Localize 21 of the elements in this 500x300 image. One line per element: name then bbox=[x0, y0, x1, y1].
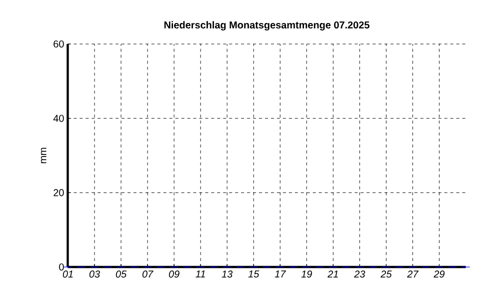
y-tick-label: 40 bbox=[53, 114, 64, 122]
x-tick-label: 03 bbox=[89, 270, 100, 278]
x-tick-label: 11 bbox=[196, 270, 205, 278]
x-tick-label: 15 bbox=[248, 270, 260, 278]
x-tick-label: 25 bbox=[380, 270, 392, 278]
y-tick-label: 0 bbox=[59, 263, 64, 271]
x-tick-label: 05 bbox=[116, 270, 127, 278]
x-tick-label: 01 bbox=[62, 270, 73, 278]
x-tick-label: 07 bbox=[142, 270, 154, 278]
x-tick-label: 21 bbox=[328, 270, 338, 278]
x-tick-label: 13 bbox=[222, 270, 233, 278]
x-tick-label: 23 bbox=[354, 270, 366, 278]
y-tick-label: 60 bbox=[54, 40, 64, 48]
y-tick-label: 20 bbox=[54, 189, 64, 196]
x-tick-label: 29 bbox=[434, 270, 445, 278]
y-axis-title: mm bbox=[40, 148, 46, 164]
x-tick-label: 27 bbox=[407, 270, 419, 278]
x-tick-label: 19 bbox=[301, 270, 312, 278]
chart-title: Niederschlag Monatsgesamtmenge 07.2025 bbox=[164, 21, 370, 31]
x-tick-label: 09 bbox=[168, 270, 180, 278]
x-tick-label: 17 bbox=[274, 270, 286, 278]
